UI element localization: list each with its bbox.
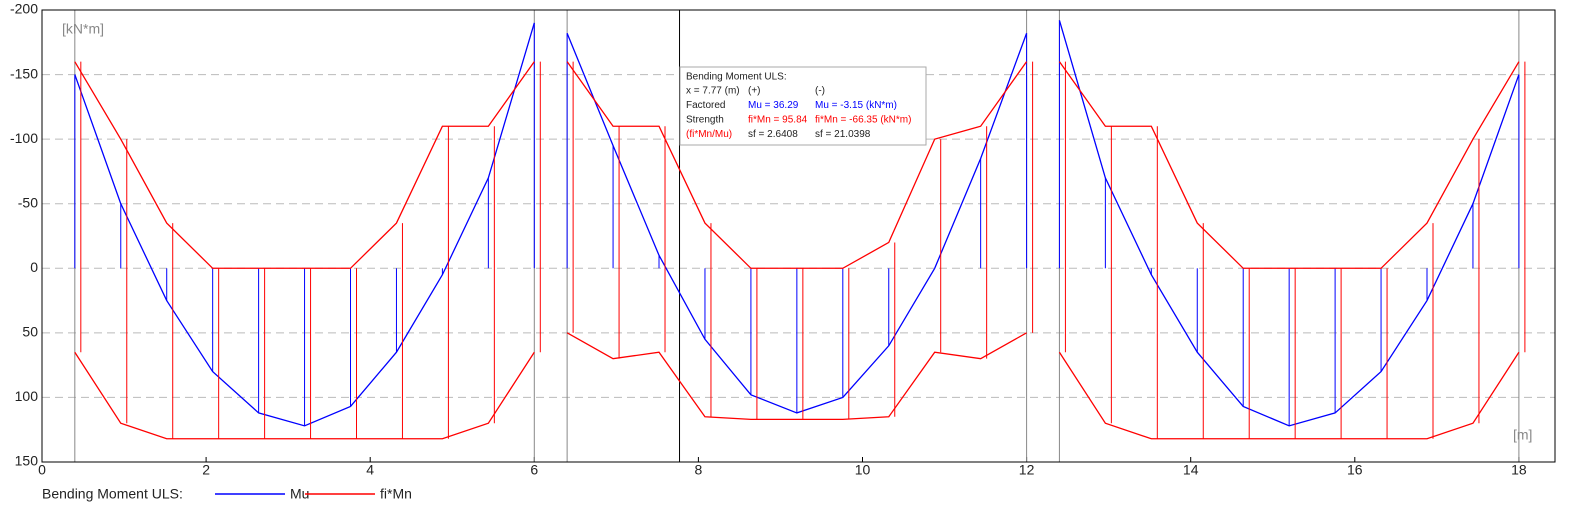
y-tick-label: 100 <box>15 388 39 404</box>
legend-label: fi*Mn <box>380 486 412 502</box>
y-tick-label: 0 <box>30 259 38 275</box>
y-tick-label: -100 <box>10 130 38 146</box>
x-tick-label: 0 <box>38 462 46 478</box>
tooltip-cell: sf = 2.6408 <box>748 129 798 140</box>
x-tick-label: 2 <box>202 462 210 478</box>
tooltip-cell: sf = 21.0398 <box>815 129 871 140</box>
y-tick-label: -50 <box>18 194 38 210</box>
x-tick-label: 8 <box>695 462 703 478</box>
tooltip-box <box>679 66 927 146</box>
x-tick-label: 4 <box>366 462 374 478</box>
tooltip-cell: x = 7.77 (m) <box>686 86 740 97</box>
y-tick-label: 50 <box>22 324 38 340</box>
plot-frame <box>41 9 1556 463</box>
x-tick-label: 14 <box>1183 462 1199 478</box>
tooltip-cell: fi*Mn = -66.35 (kN*m) <box>815 115 911 126</box>
y-tick-label: -150 <box>10 65 38 81</box>
tooltip-title: Bending Moment ULS: <box>686 72 787 83</box>
x-tick-label: 18 <box>1511 462 1527 478</box>
x-tick-label: 10 <box>855 462 871 478</box>
tooltip-cell: fi*Mn = 95.84 <box>748 115 808 126</box>
y-tick-label: 150 <box>15 453 39 469</box>
y-axis-label: [kN*m] <box>62 21 104 37</box>
tooltip-cell: (+) <box>748 86 761 97</box>
tooltip: Bending Moment ULS: x = 7.77 (m) (+) (-) Fa… <box>679 66 927 146</box>
tooltip-cell: (fi*Mn/Mu) <box>686 129 732 140</box>
x-tick-label: 6 <box>530 462 538 478</box>
y-tick-label: -200 <box>10 1 38 17</box>
series-line <box>74 61 1520 269</box>
tooltip-cell: Factored <box>686 100 725 111</box>
tooltip-cell: Mu = -3.15 (kN*m) <box>815 100 897 111</box>
series-line <box>74 332 1520 440</box>
tooltip-cell: Strength <box>686 115 724 126</box>
tooltip-cell: (-) <box>815 86 825 97</box>
x-tick-label: 16 <box>1347 462 1363 478</box>
x-tick-label: 12 <box>1019 462 1035 478</box>
x-axis-label: [m] <box>1513 427 1532 443</box>
series-line <box>74 20 1520 427</box>
legend-label: Mu <box>290 486 309 502</box>
legend-title: Bending Moment ULS: <box>42 486 183 502</box>
tooltip-cell: Mu = 36.29 <box>748 100 799 111</box>
